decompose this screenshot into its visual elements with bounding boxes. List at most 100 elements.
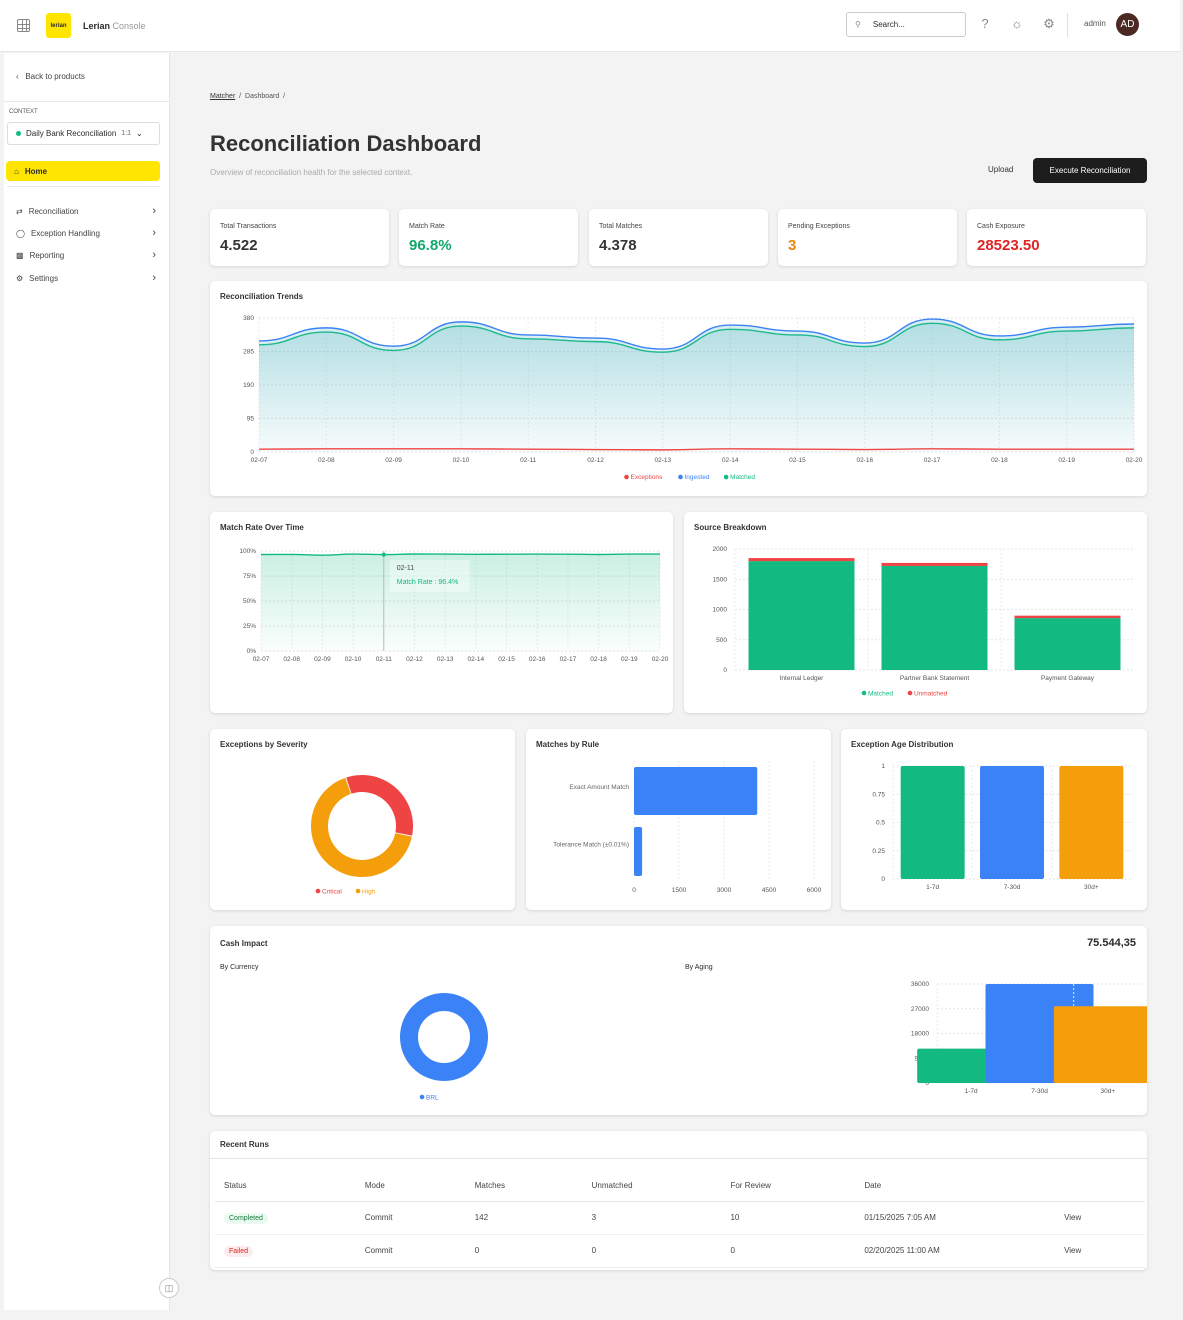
y-tick-label: 500 — [716, 637, 727, 644]
logo-text: lerian — [50, 22, 67, 29]
column-header[interactable]: For Review — [721, 1171, 856, 1202]
table-row: Failed Commit 0 0 0 02/20/2025 11:00 AM View — [215, 1234, 1145, 1268]
column-header[interactable]: Date — [855, 1171, 1056, 1202]
back-to-products-link[interactable]: ‹ Back to products — [16, 72, 85, 81]
avatar[interactable]: AD — [1116, 13, 1139, 36]
legend-dot — [907, 690, 913, 696]
help-icon[interactable]: ? — [981, 16, 989, 31]
bar — [1059, 766, 1124, 879]
settings-gear-icon[interactable]: ⚙ — [1043, 16, 1055, 31]
y-tick-label: 0.25 — [872, 848, 885, 855]
legend-dot — [678, 474, 683, 480]
theme-sun-icon[interactable]: ☼ — [1011, 16, 1023, 31]
cash-impact-total: 75.544,35 — [1087, 937, 1136, 949]
matches-cell: 0 — [465, 1234, 583, 1268]
home-icon: ⌂ — [14, 166, 19, 176]
y-tick-label: 100% — [239, 548, 256, 555]
context-selector[interactable]: Daily Bank Reconciliation 1:1 ⌄ — [7, 122, 160, 145]
card-title: Source Breakdown — [694, 523, 767, 532]
sidebar-item-exception-handling[interactable]: ◯ Exception Handling › — [16, 227, 156, 239]
x-tick-label: 1500 — [672, 887, 687, 894]
user-name[interactable]: admin — [1084, 19, 1106, 28]
kpi-card: Cash Exposure 28523.50 — [967, 209, 1146, 266]
back-label: Back to products — [25, 72, 85, 81]
mode-cell: Commit — [355, 1201, 466, 1235]
status-cell: Failed — [215, 1234, 356, 1268]
column-header-actions — [1055, 1171, 1145, 1202]
breadcrumb-matcher[interactable]: Matcher — [210, 93, 236, 100]
collapse-sidebar-button[interactable]: ◫ — [159, 1278, 179, 1298]
bar-unmatched — [1014, 615, 1121, 619]
status-dot — [16, 131, 21, 136]
currency-chart: BRL — [400, 993, 488, 1102]
y-tick-label: 95 — [247, 416, 255, 423]
execute-reconciliation-button[interactable]: Execute Reconciliation — [1033, 158, 1147, 183]
y-tick-label: 27000 — [911, 1006, 929, 1013]
reconcile-icon: ⇄ — [16, 206, 23, 216]
review-cell: 10 — [721, 1201, 856, 1235]
column-header[interactable]: Status — [215, 1171, 356, 1202]
apps-grid-icon[interactable] — [17, 19, 30, 32]
top-bar: lerian Lerian Console ⚲ Search... ? ☼ ⚙ a… — [0, 0, 1180, 52]
kpi-label: Cash Exposure — [977, 223, 1025, 230]
view-link[interactable]: View — [1055, 1201, 1145, 1235]
x-tick-label: 1-7d — [965, 1088, 978, 1095]
y-tick-label: 25% — [243, 623, 256, 630]
matches-by-rule-card: Matches by Rule 0 1500 3000 4500 6000 Exact Am… — [526, 729, 831, 910]
tooltip-title: 02-11 — [397, 565, 414, 572]
donut-slice-brl — [400, 993, 488, 1081]
legend-label: High — [362, 889, 376, 896]
bar-unmatched — [881, 562, 988, 566]
tooltip-value: Match Rate : 96.4% — [397, 579, 458, 586]
kpi-value: 28523.50 — [977, 237, 1040, 254]
mode-cell: Commit — [355, 1234, 466, 1268]
legend-dot — [315, 888, 321, 894]
x-tick-label: 02-10 — [345, 656, 362, 663]
card-title: Matches by Rule — [536, 740, 600, 749]
brand-name: Lerian Console — [83, 21, 146, 31]
lerian-logo[interactable]: lerian — [46, 13, 71, 38]
kpi-label: Total Matches — [599, 223, 643, 230]
matches-cell: 142 — [465, 1201, 583, 1235]
y-tick-label: 0 — [250, 449, 254, 456]
card-title: Exceptions by Severity — [220, 740, 308, 749]
bar-chart-icon: ▩ — [16, 250, 24, 260]
x-tick-label: 02-19 — [1058, 457, 1075, 464]
search-placeholder: Search... — [872, 20, 905, 29]
x-tick-label: 02-20 — [652, 656, 669, 663]
sidebar-item-label: Exception Handling — [30, 228, 100, 238]
series-line-exceptions — [258, 448, 1134, 451]
column-header[interactable]: Matches — [465, 1171, 583, 1202]
sidebar-item-home[interactable]: ⌂ Home — [6, 161, 160, 181]
tooltip-box — [389, 560, 470, 592]
card-title: Cash Impact — [220, 939, 268, 948]
x-tick-label: 02-19 — [621, 656, 638, 663]
search-input[interactable]: ⚲ Search... — [846, 12, 966, 37]
x-tick-label: 02-14 — [468, 656, 485, 663]
view-link[interactable]: View — [1055, 1234, 1145, 1268]
y-category-label: Exact Amount Match — [569, 784, 629, 791]
by-currency-label: By Currency — [220, 964, 259, 971]
sidebar-item-settings[interactable]: ⚙ Settings › — [16, 272, 156, 284]
x-tick-label: 02-18 — [991, 457, 1008, 464]
x-tick-label: 02-08 — [283, 656, 300, 663]
y-tick-label: 285 — [243, 349, 254, 356]
breadcrumb: Matcher / Dashboard / — [210, 93, 286, 100]
brand-title: Lerian — [83, 20, 111, 31]
source-breakdown-card: Source Breakdown 0 500 1000 1500 2000 Internal… — [684, 512, 1147, 713]
sidebar-item-reporting[interactable]: ▩ Reporting › — [16, 249, 156, 261]
sidebar-item-reconciliation[interactable]: ⇄ Reconciliation › — [16, 205, 156, 217]
y-tick-label: 0 — [723, 667, 727, 674]
column-header[interactable]: Unmatched — [582, 1171, 722, 1202]
x-tick-label: 7-30d — [1004, 884, 1021, 891]
column-header[interactable]: Mode — [355, 1171, 466, 1202]
y-tick-label: 1 — [881, 763, 885, 770]
exceptions-severity-card: Exceptions by Severity Critical High — [210, 729, 515, 910]
match-rate-card: Match Rate Over Time 0% 25% 50% 75% 100% 02-07… — [210, 512, 673, 713]
upload-button[interactable]: Upload — [988, 165, 1014, 174]
x-tick-label: 02-07 — [253, 656, 270, 663]
x-tick-label: 0 — [632, 887, 636, 894]
age-chart: 0 0.25 0.5 0.75 1 1-7d 7-30d 30d+ — [872, 763, 1131, 891]
kpi-value: 96.8% — [409, 237, 452, 254]
x-tick-label: 02-15 — [789, 457, 806, 464]
